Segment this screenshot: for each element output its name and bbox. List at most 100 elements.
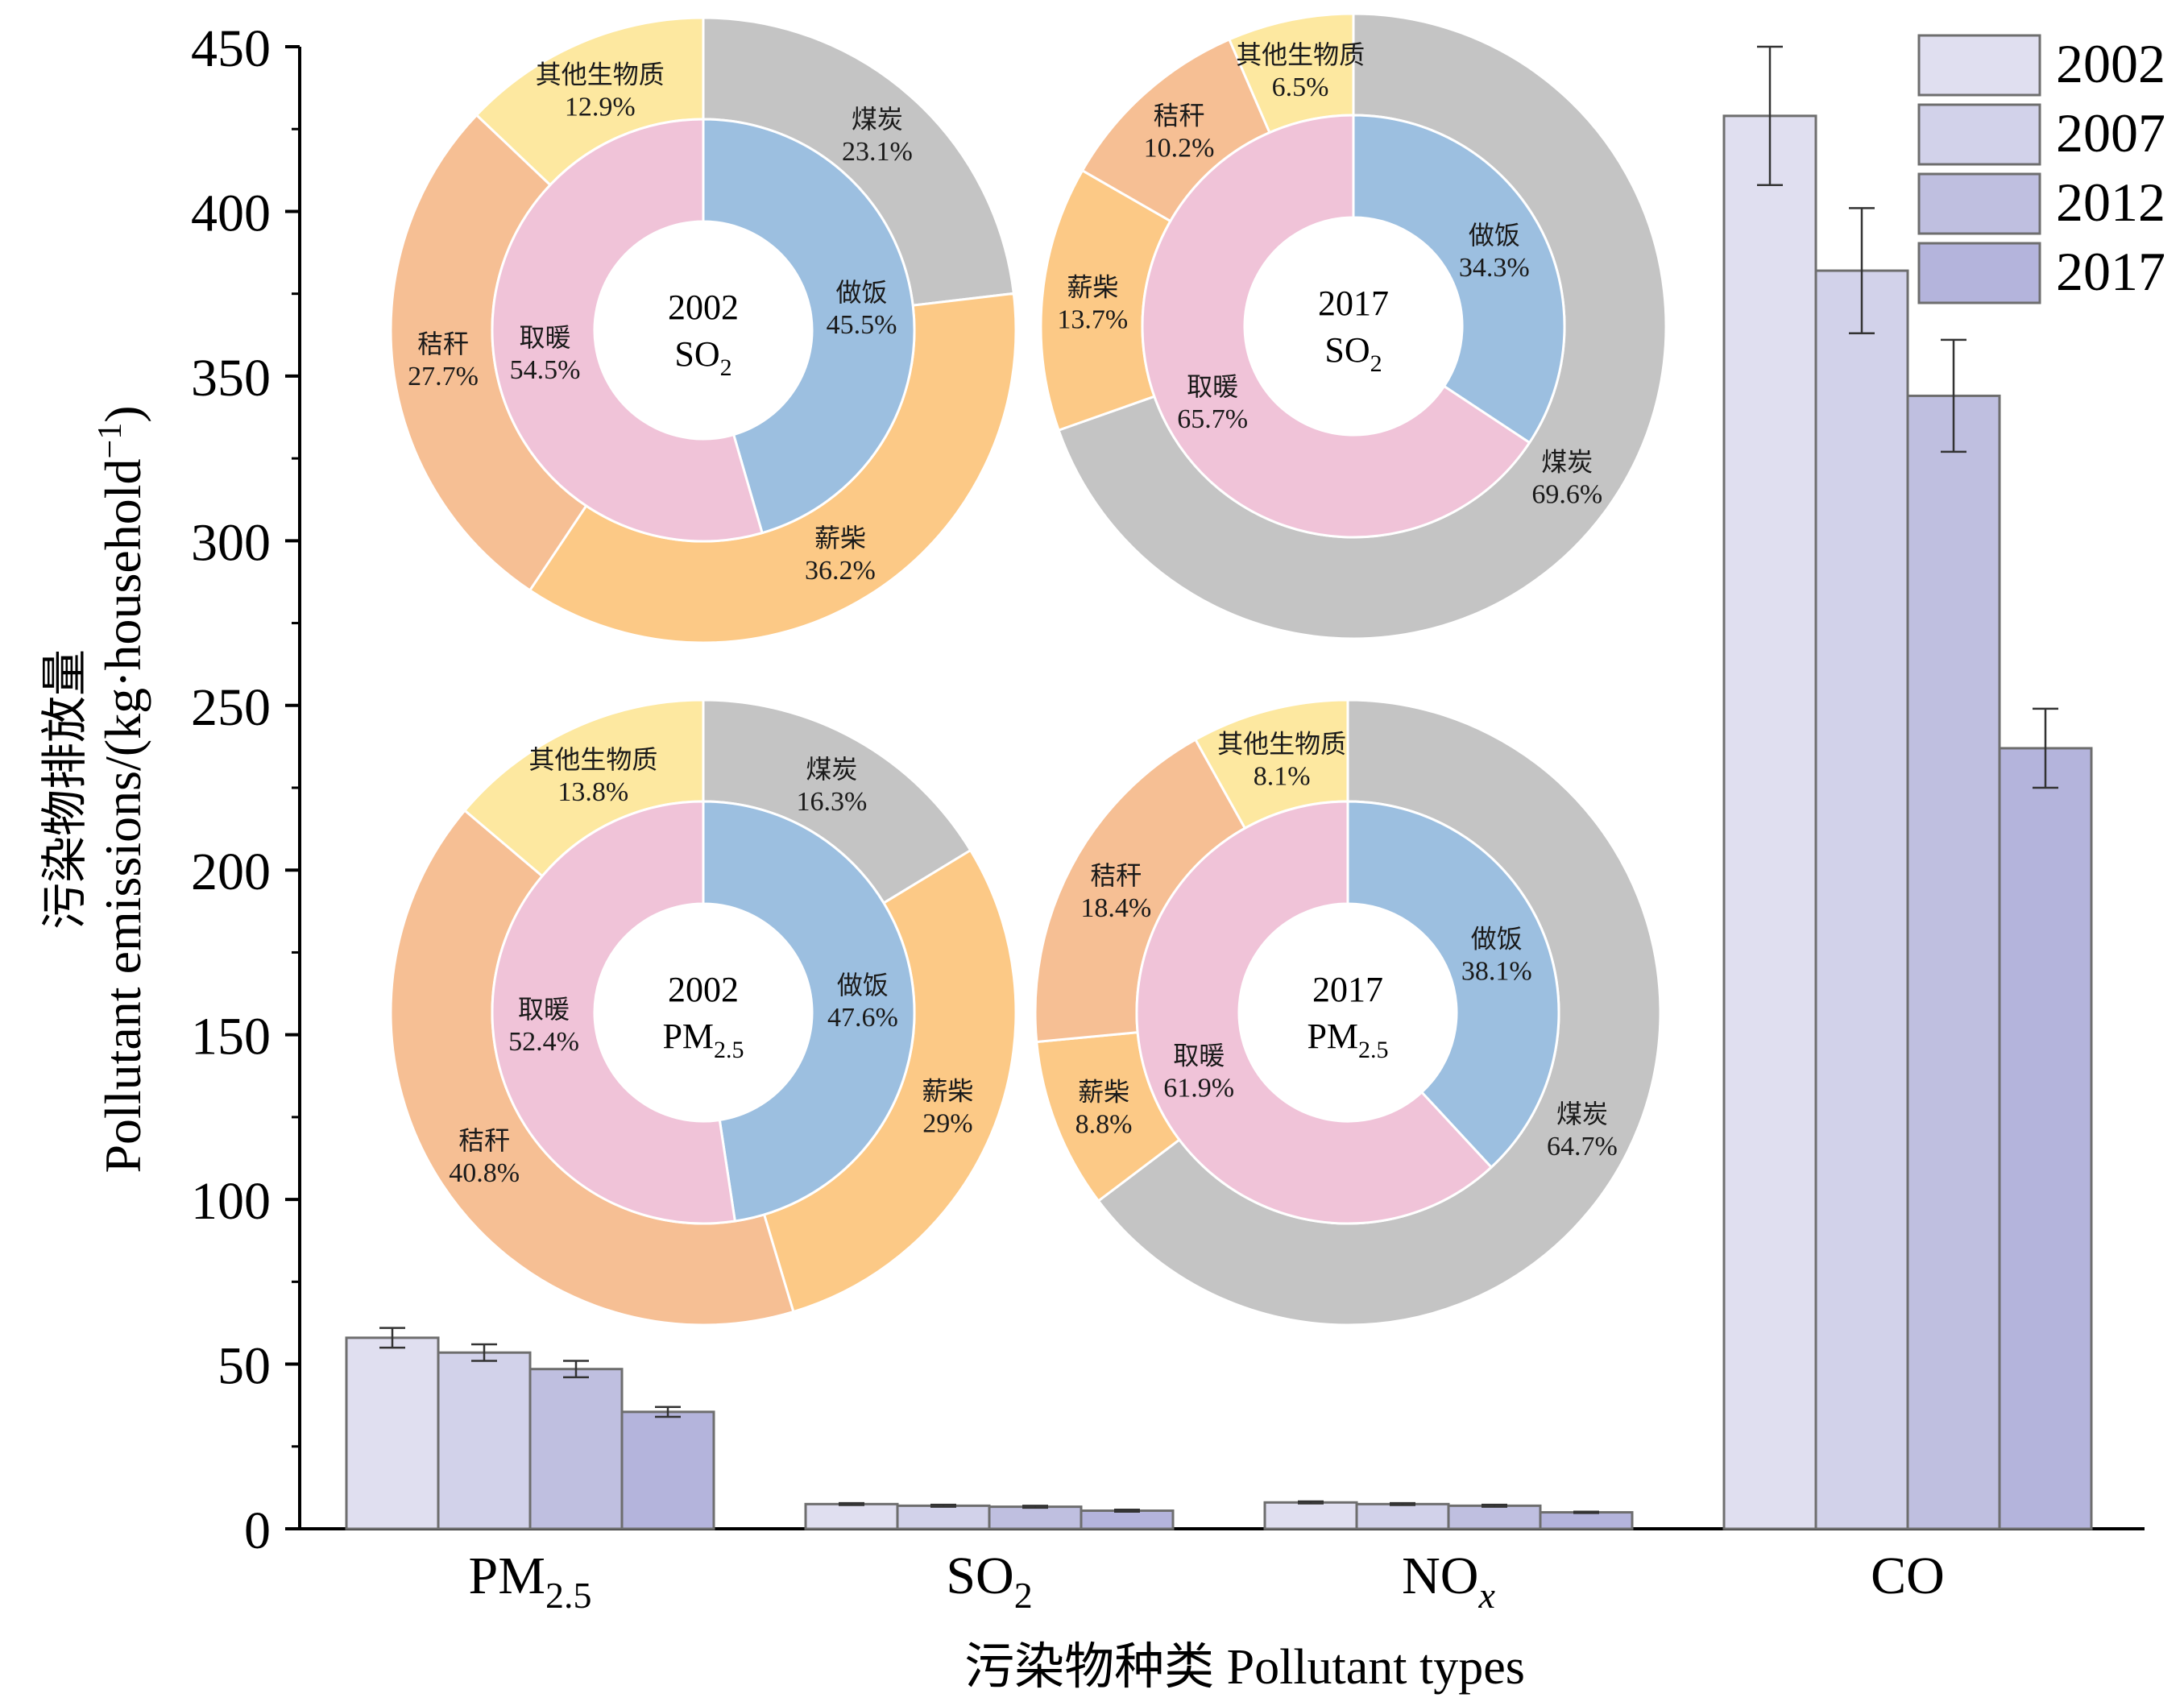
legend-label: 2012 <box>2056 172 2165 233</box>
inner-label: 取暖 52.4% <box>508 994 579 1057</box>
x-category-label: CO <box>1871 1547 1945 1605</box>
error-bar <box>1757 45 1783 186</box>
error-bar <box>471 1343 497 1362</box>
error-bar <box>2033 707 2058 789</box>
legend-label: 2007 <box>2056 102 2165 164</box>
inner-label: 取暖 65.7% <box>1177 371 1248 434</box>
donut-chart-2002-SO: 煤炭 23.1% 薪柴 36.2% 秸秆 27.7% 其他生物质 12.9% 做饭 45.5% 取暖… <box>389 16 1017 644</box>
error-bar <box>1114 1509 1140 1513</box>
y-tick-label: 0 <box>244 1501 271 1560</box>
legend-swatch-2002 <box>1917 34 2041 97</box>
outer-label: 薪柴 13.7% <box>1057 271 1128 334</box>
y-tick-label: 400 <box>191 184 271 242</box>
error-bar <box>1849 207 1875 334</box>
outer-label: 煤炭 69.6% <box>1531 447 1602 510</box>
bar-2007-3 <box>1814 269 1909 1530</box>
bar-2012-3 <box>1906 394 2001 1530</box>
legend-label: 2002 <box>2056 33 2165 94</box>
inner-label: 做饭 34.3% <box>1459 220 1530 283</box>
outer-label: 薪柴 36.2% <box>805 523 876 586</box>
outer-label: 煤炭 16.3% <box>796 754 867 817</box>
y-tick-label: 250 <box>191 678 271 737</box>
bar-axes: 0 50 100 150 200 250 300 350 400 450 <box>191 19 2145 1560</box>
outer-label: 煤炭 64.7% <box>1547 1099 1618 1161</box>
y-axis-title-cn: 污染物排放量 <box>37 649 92 930</box>
y-tick-label: 300 <box>191 513 271 572</box>
bar-2002-1 <box>804 1502 899 1530</box>
y-tick-label: 200 <box>191 843 271 901</box>
donut-chart-2017-SO: 煤炭 69.6% 薪柴 13.7% 秸秆 10.2% 其他生物质 6.5% 做饭 34.3% 取暖 6… <box>1039 12 1668 640</box>
bar-2012-2 <box>1447 1504 1542 1530</box>
inner-label: 取暖 61.9% <box>1163 1040 1234 1103</box>
outer-label: 其他生物质 12.9% <box>536 59 665 122</box>
inner-label: 做饭 47.6% <box>827 970 898 1033</box>
outer-label: 其他生物质 8.1% <box>1217 728 1346 791</box>
error-bar <box>930 1503 956 1508</box>
outer-label: 薪柴 8.8% <box>1075 1077 1133 1140</box>
error-bar <box>1941 338 1966 453</box>
outer-label: 煤炭 23.1% <box>842 104 913 167</box>
y-tick-label: 50 <box>218 1337 271 1396</box>
inner-label: 取暖 54.5% <box>510 322 581 385</box>
error-bar <box>1298 1500 1324 1505</box>
y-tick-label: 150 <box>191 1008 271 1066</box>
inner-slice-做饭 <box>702 118 916 535</box>
outer-label: 其他生物质 6.5% <box>1236 39 1365 102</box>
donut-center-pollutant: SO2 <box>674 334 731 381</box>
outer-label: 秸秆 18.4% <box>1080 860 1151 923</box>
legend: 2002 2007 2012 2017 <box>1917 33 2165 304</box>
y-tick-label: 450 <box>191 19 271 78</box>
donut-center-year: 2002 <box>668 970 739 1009</box>
donut-chart-2002-PM: 煤炭 16.3% 薪柴 29% 秸秆 40.8% 其他生物质 13.8% 做饭 47.6% 取暖 52… <box>389 698 1017 1327</box>
donut-hole <box>595 222 812 439</box>
bar-2002-0 <box>345 1336 440 1530</box>
inner-label: 做饭 45.5% <box>827 277 897 340</box>
inner-label: 做饭 38.1% <box>1461 924 1532 987</box>
donut-hole <box>1239 904 1457 1121</box>
bar-2002-2 <box>1263 1501 1358 1530</box>
outer-label: 薪柴 29% <box>922 1075 973 1138</box>
donut-center-year: 2017 <box>1312 970 1383 1009</box>
y-tick-label: 350 <box>191 349 271 408</box>
x-category-label: SO2 <box>946 1547 1032 1616</box>
outer-label: 其他生物质 13.8% <box>528 744 657 807</box>
error-bar <box>655 1406 681 1418</box>
donut-hole <box>1245 217 1462 435</box>
bar-series-group <box>345 45 2093 1530</box>
bar-2012-0 <box>528 1368 624 1530</box>
y-tick-label: 100 <box>191 1172 271 1231</box>
outer-label: 秸秆 40.8% <box>449 1125 520 1188</box>
donut-chart-2017-PM: 煤炭 64.7% 薪柴 8.8% 秸秆 18.4% 其他生物质 8.1% 做饭 38.1% 取暖 61… <box>1034 698 1662 1327</box>
outer-label: 秸秆 27.7% <box>408 329 479 391</box>
bar-2017-2 <box>1539 1511 1634 1530</box>
bar-2017-0 <box>620 1410 715 1530</box>
error-bar <box>1390 1501 1415 1506</box>
bar-2017-3 <box>1998 747 2093 1530</box>
bar-2007-2 <box>1355 1502 1450 1530</box>
error-bar <box>379 1327 405 1349</box>
x-category-label: NOx <box>1402 1547 1495 1616</box>
legend-swatch-2012 <box>1917 172 2041 235</box>
x-category-label: PM2.5 <box>469 1547 592 1616</box>
error-bar <box>563 1360 589 1379</box>
bar-2017-1 <box>1080 1509 1175 1530</box>
error-bar <box>1022 1505 1048 1509</box>
donut-center-pollutant: PM2.5 <box>1307 1017 1388 1063</box>
donut-center-year: 2002 <box>668 288 739 327</box>
legend-swatch-2007 <box>1917 103 2041 166</box>
outer-label: 秸秆 10.2% <box>1144 101 1215 164</box>
error-bar <box>1573 1510 1599 1514</box>
bar-2012-1 <box>988 1505 1083 1530</box>
bar-2007-1 <box>896 1504 991 1530</box>
error-bar <box>839 1501 864 1506</box>
donut-hole <box>595 904 812 1121</box>
y-axis-title-en: Pollutant emissions/(kg·household−1) <box>92 405 151 1173</box>
bar-2002-3 <box>1722 114 1817 1530</box>
bar-2007-0 <box>437 1351 532 1530</box>
legend-label: 2017 <box>2056 241 2165 302</box>
legend-swatch-2017 <box>1917 242 2041 304</box>
y-axis-title: 污染物排放量 Pollutant emissions/(kg·household−… <box>37 405 151 1173</box>
donut-center-pollutant: SO2 <box>1324 330 1382 377</box>
x-axis-title: 污染物种类 Pollutant types <box>964 1640 1525 1695</box>
